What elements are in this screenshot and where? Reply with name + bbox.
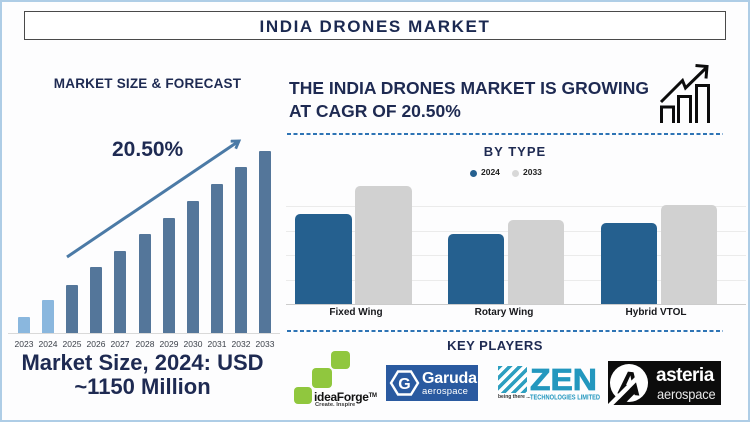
svg-text:G: G: [398, 376, 410, 393]
svg-text:ZEN: ZEN: [530, 362, 597, 397]
svg-text:TECHNOLOGIES LIMITED: TECHNOLOGIES LIMITED: [530, 395, 600, 402]
